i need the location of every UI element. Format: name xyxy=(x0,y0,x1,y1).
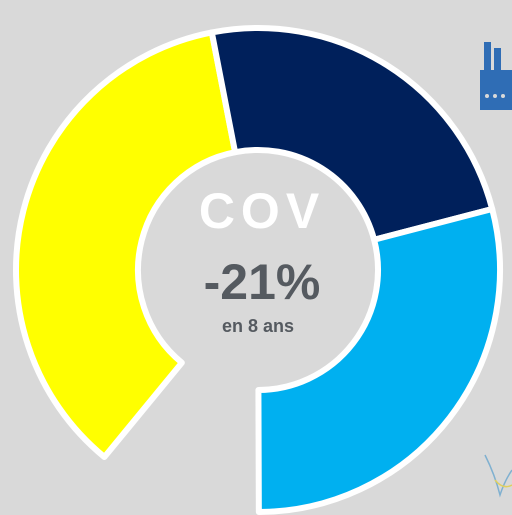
center-title: COV xyxy=(199,183,325,239)
donut-segment xyxy=(13,29,239,461)
center-value: -21% xyxy=(204,254,321,310)
donut-segment xyxy=(255,205,503,515)
donut xyxy=(13,25,503,515)
center-note: en 8 ans xyxy=(222,316,294,336)
donut-segment xyxy=(208,25,496,243)
factory-icon xyxy=(480,42,512,110)
sketch-icon xyxy=(484,454,512,498)
